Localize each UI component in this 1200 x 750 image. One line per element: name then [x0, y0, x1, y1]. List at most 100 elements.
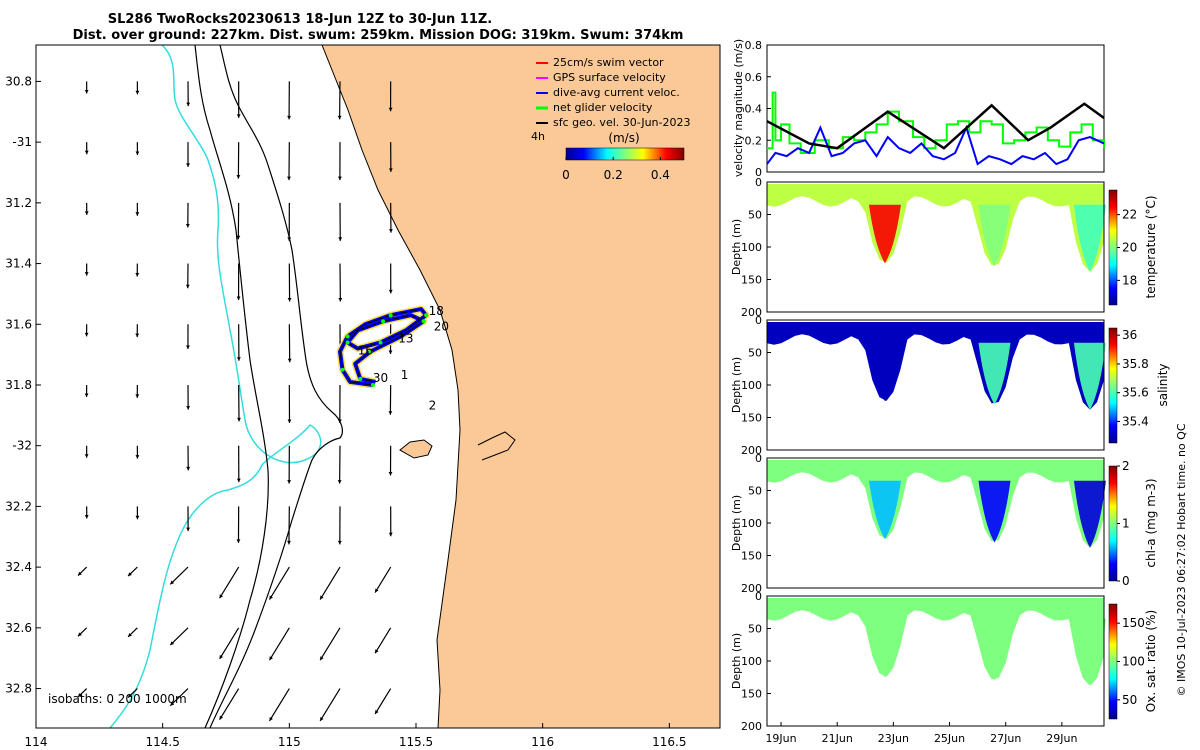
geo-vector-head	[320, 595, 324, 600]
geo-vector	[374, 627, 392, 654]
section-cbar-tick-label: 2	[1122, 459, 1130, 473]
oxygen-panel: 0 50 100 150 200 Depth (m) 50 100 150 Ox. sat.…	[730, 590, 1158, 745]
section-plume	[1073, 342, 1106, 410]
map-ytick-label: 31.2	[5, 196, 32, 210]
section-cbar-tick-label: 1	[1122, 517, 1130, 531]
day-label: 18	[429, 304, 444, 318]
section-cbar-tick-label: 20	[1122, 241, 1137, 255]
chla-colorbar	[1108, 465, 1118, 582]
section-ytick-label: 100	[741, 379, 762, 392]
section-ytick-label: 100	[741, 241, 762, 254]
track-point	[340, 367, 345, 372]
geo-vector-head	[237, 417, 241, 422]
salinity-colorbar	[1108, 327, 1118, 444]
geo-vector-head	[84, 514, 89, 519]
temperature-colorbar	[1108, 189, 1118, 306]
track-point	[378, 340, 383, 345]
section-ytick-label: 50	[748, 209, 762, 222]
geo-vector-head	[287, 237, 292, 241]
oxygen-ylabel: Depth (m)	[730, 633, 743, 689]
section-plume	[978, 342, 1011, 405]
date-tick-label: 21Jun	[822, 732, 853, 745]
geo-vector-head	[320, 716, 324, 721]
velocity-panel: 0 0.2 0.4 0.6 0.8 velocity magnitude (m/s)	[732, 39, 1105, 179]
geo-vector-head	[219, 654, 224, 659]
section-ytick-label: 0	[755, 452, 762, 465]
section-cbar-tick-label: 150	[1122, 616, 1145, 630]
section-ytick-label: 150	[741, 412, 762, 425]
geo-vector-head	[375, 588, 379, 593]
track-point	[358, 376, 363, 381]
geo-vector-head	[236, 296, 241, 301]
geo-vector-head	[337, 419, 342, 423]
geo-vector-head	[388, 411, 393, 415]
geo-vector-head	[287, 115, 291, 120]
map-panel: 114 114.5 115 115.5 116 116.5 30.8-3131.231.4…	[5, 44, 721, 749]
section-cbar-tick-label: 36	[1122, 328, 1137, 342]
geo-vector	[268, 688, 290, 722]
velocity-ytick-label: 0.4	[745, 103, 763, 116]
chla-colorbar-ticks: 0 1 2	[1117, 459, 1130, 588]
geo-vector-head	[135, 212, 140, 216]
date-tick-label: 29Jun	[1046, 732, 1077, 745]
geo-vector-head	[128, 633, 132, 637]
date-tick-label: 27Jun	[990, 732, 1021, 745]
map-ytick-label: 32.2	[5, 499, 32, 513]
section-plume	[868, 480, 901, 540]
track-line	[339, 308, 427, 386]
geo-vector-head	[236, 357, 241, 361]
geo-vector-head	[170, 701, 175, 706]
section-ytick-label: 50	[748, 485, 762, 498]
section-cbar-tick-label: 0	[1122, 574, 1130, 588]
map-frame	[35, 44, 721, 729]
day-label: 20	[434, 319, 449, 333]
track-point	[345, 340, 350, 345]
day-label: 30	[373, 371, 388, 385]
day-label: 1	[401, 368, 409, 382]
track-point	[421, 319, 426, 324]
map-ytick-label: 32.6	[5, 621, 32, 635]
legend-swim-vector: 25cm/s swim vector	[553, 56, 664, 69]
geo-vector-head	[84, 454, 89, 458]
geo-vector-head	[320, 656, 324, 661]
geo-vector-head	[388, 168, 393, 172]
map-x-axis: 114 114.5 115 115.5 116 116.5	[25, 723, 687, 749]
geo-vector-head	[389, 229, 393, 233]
section-ytick-label: 200	[741, 444, 762, 457]
geo-vector-head	[185, 284, 190, 289]
map-y-axis: 30.8 -31 31.2 31.4 31.6 31.8 -32 32.2 32.4 32.6 32…	[5, 74, 41, 696]
section-field-fill	[767, 183, 1104, 272]
day-label: 2	[429, 398, 437, 412]
velocity-series-2	[766, 102, 1105, 150]
track-point	[368, 349, 373, 354]
isobath-1000	[194, 45, 269, 728]
geo-vector-head	[186, 102, 191, 107]
map-xtick-label: 116	[531, 735, 554, 749]
geo-vector-head	[338, 297, 343, 302]
temperature-panel: 0 50 100 150 200 Depth (m) 18 20 22 temperatur…	[730, 176, 1158, 319]
salinity-ylabel: Depth (m)	[730, 357, 743, 413]
temperature-colorbar-ticks: 18 20 22	[1117, 208, 1137, 287]
geo-vector-head	[135, 394, 140, 398]
isobath-label: isobaths: 0 200 1000m	[48, 692, 187, 706]
section-ytick-label: 100	[741, 655, 762, 668]
section-plume	[1073, 204, 1106, 272]
geo-vector-head	[287, 176, 291, 181]
geo-vector-head	[186, 163, 190, 167]
geo-vector-head	[337, 115, 342, 120]
oxygen-colorbar	[1108, 603, 1118, 720]
oxygen-y-axis: 0 50 100 150 200	[741, 590, 771, 733]
map-ytick-label: 31.8	[5, 378, 32, 392]
salinity-field	[767, 321, 1106, 410]
track-point	[345, 334, 350, 339]
salinity-colorbar-ticks: 35.4 35.6 35.8 36	[1117, 328, 1149, 428]
velocity-series-1	[766, 124, 1105, 166]
geo-vector-head	[84, 393, 89, 398]
geo-vector-head	[185, 224, 190, 228]
day-label: 13	[398, 331, 413, 345]
geo-vector-head	[236, 235, 241, 240]
geo-vector-head	[186, 406, 191, 410]
geo-vector-head	[128, 572, 132, 577]
